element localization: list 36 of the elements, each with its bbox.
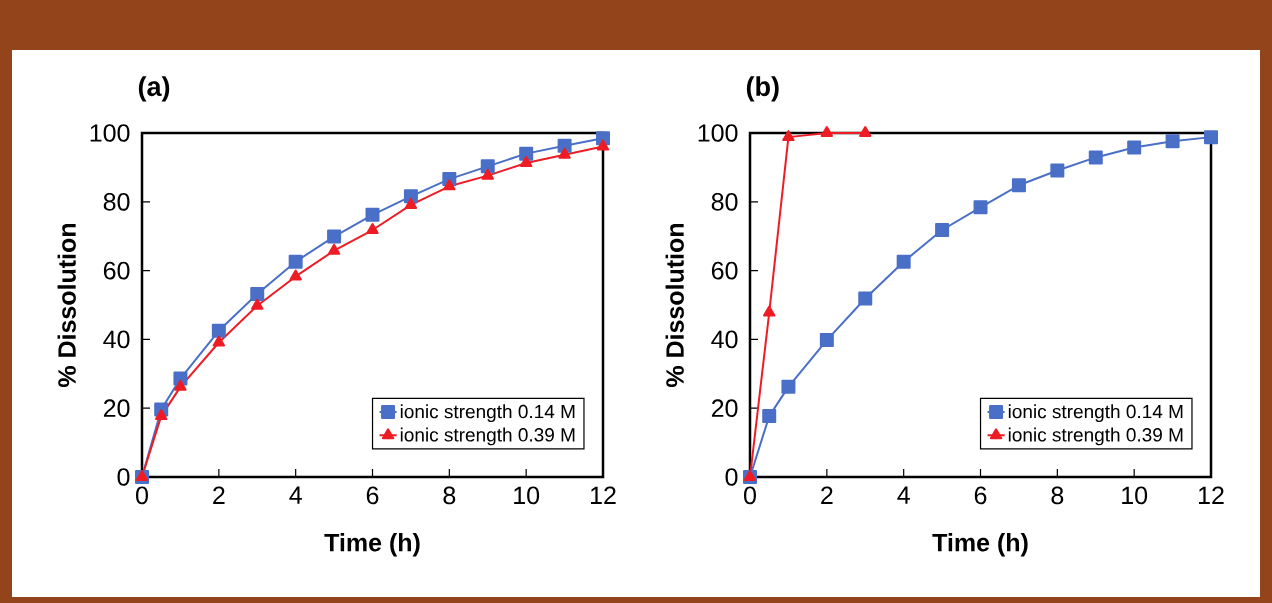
legend-label: ionic strength 0.39 M (1008, 427, 1183, 446)
y-tick-label: 20 (103, 399, 130, 418)
x-tick-label: 12 (1199, 486, 1224, 504)
y-axis-title: % Dissolution (665, 223, 684, 388)
x-tick-label: 8 (443, 486, 456, 505)
x-axis-title: Time (h) (324, 533, 420, 557)
x-tick-label: 0 (136, 486, 148, 505)
y-tick-label: 40 (711, 330, 738, 349)
legend-label: ionic strength 0.14 M (1008, 404, 1183, 423)
x-axis-title: Time (h) (932, 533, 1028, 557)
x-tick-label: 2 (821, 486, 833, 504)
y-tick-label: 40 (103, 330, 130, 349)
y-tick-label: 20 (711, 399, 738, 418)
legend-label: ionic strength 0.39 M (400, 427, 575, 446)
y-tick-label: 0 (117, 468, 130, 486)
x-tick-label: 2 (213, 486, 225, 504)
chart-title: (b) (746, 76, 779, 102)
x-tick-label: 10 (514, 486, 540, 505)
chart-title: (a) (138, 76, 170, 102)
x-tick-label: 6 (974, 486, 987, 505)
y-tick-label: 100 (90, 124, 130, 142)
y-tick-label: 60 (103, 261, 130, 280)
y-tick-label: 100 (698, 124, 738, 142)
x-tick-label: 12 (591, 486, 616, 504)
y-axis-title: % Dissolution (57, 223, 76, 388)
x-tick-label: 4 (897, 486, 910, 504)
y-tick-label: 80 (711, 192, 738, 211)
x-tick-label: 10 (1122, 486, 1148, 505)
y-tick-label: 0 (725, 468, 738, 486)
y-tick-label: 60 (711, 261, 738, 280)
legend-label: ionic strength 0.14 M (400, 404, 575, 423)
x-tick-label: 8 (1051, 486, 1064, 505)
x-tick-label: 0 (744, 486, 756, 505)
x-tick-label: 4 (289, 486, 302, 504)
x-tick-label: 6 (366, 486, 379, 505)
y-tick-label: 80 (103, 192, 130, 211)
